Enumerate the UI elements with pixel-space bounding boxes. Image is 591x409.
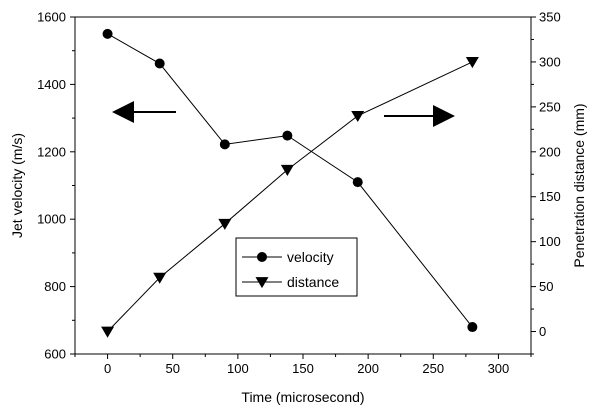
point-distance bbox=[218, 218, 232, 230]
y2-tick-label: 250 bbox=[539, 99, 561, 114]
point-velocity bbox=[102, 28, 113, 39]
x-tick-label: 300 bbox=[488, 361, 510, 376]
y2-tick-label: 100 bbox=[539, 234, 561, 249]
plot-border bbox=[74, 16, 532, 355]
legend-label: distance bbox=[287, 274, 339, 290]
x-tick-label: 0 bbox=[104, 361, 111, 376]
x-tick-label: 100 bbox=[227, 361, 249, 376]
x-tick-label: 150 bbox=[292, 361, 314, 376]
y2-axis-label: Penetration distance (mm) bbox=[571, 103, 587, 267]
y2-tick-label: 300 bbox=[539, 54, 561, 69]
point-velocity bbox=[282, 130, 293, 141]
point-distance bbox=[280, 164, 294, 176]
series-layer bbox=[101, 28, 479, 338]
y-tick-label: 600 bbox=[44, 347, 66, 362]
legend: velocity distance bbox=[235, 237, 358, 297]
y2-tick-label: 200 bbox=[539, 144, 561, 159]
left-axis-arrow-head bbox=[112, 101, 134, 123]
y2-tick-label: 50 bbox=[539, 279, 553, 294]
y-tick-label: 1600 bbox=[37, 10, 66, 25]
point-distance bbox=[153, 272, 167, 284]
legend-item-velocity: velocity bbox=[242, 249, 334, 265]
series-line-velocity bbox=[107, 33, 473, 328]
right-axis-arrow-head bbox=[433, 105, 455, 127]
point-distance bbox=[351, 110, 365, 123]
point-velocity bbox=[467, 322, 478, 333]
y-axis-label: Jet velocity (m/s) bbox=[9, 133, 25, 238]
point-velocity bbox=[154, 58, 165, 69]
legend-marker bbox=[255, 277, 269, 289]
point-distance bbox=[465, 57, 479, 69]
point-distance bbox=[101, 326, 115, 338]
point-velocity bbox=[219, 139, 230, 150]
y-tick-label: 1200 bbox=[37, 144, 66, 159]
x-tick-label: 250 bbox=[422, 361, 444, 376]
y2-tick-label: 350 bbox=[539, 10, 561, 25]
x-tick-label: 200 bbox=[357, 361, 379, 376]
point-velocity bbox=[352, 177, 363, 188]
series-distance bbox=[101, 57, 479, 338]
y2-tick-label: 150 bbox=[539, 189, 561, 204]
y-tick-label: 800 bbox=[44, 279, 66, 294]
legend-item-distance: distance bbox=[242, 274, 339, 290]
x-axis-label: Time (microsecond) bbox=[241, 389, 364, 405]
y-tick-label: 1400 bbox=[37, 77, 66, 92]
legend-label: velocity bbox=[287, 249, 334, 265]
legend-marker bbox=[257, 252, 267, 262]
y-tick-label: 1000 bbox=[37, 212, 66, 227]
y2-tick-label: 0 bbox=[539, 324, 546, 339]
plot-frame bbox=[74, 16, 532, 355]
legend-box bbox=[235, 237, 358, 297]
series-velocity bbox=[102, 28, 478, 333]
axis-ticks bbox=[70, 16, 536, 359]
series-line-distance bbox=[107, 61, 473, 332]
axis-arrows bbox=[112, 101, 455, 127]
x-tick-label: 50 bbox=[165, 361, 179, 376]
tick-labels: 0 50 100 150 200 250 3006008001000120014001600… bbox=[37, 10, 561, 377]
